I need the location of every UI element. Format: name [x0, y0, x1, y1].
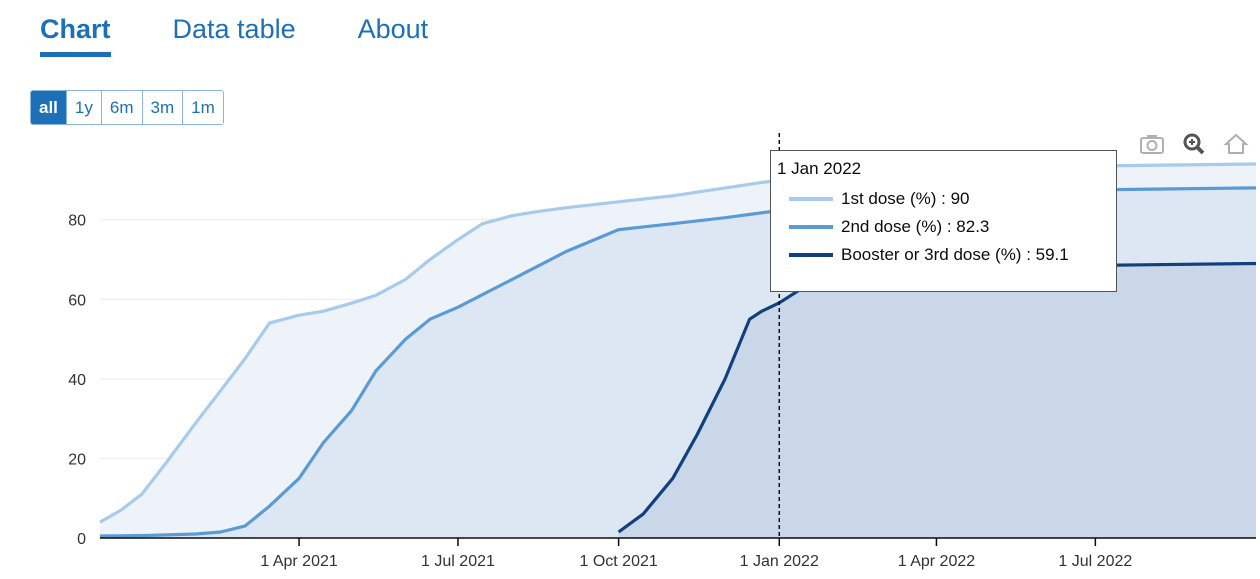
area-booster-or-3rd-dose [618, 263, 1256, 538]
chart-modebar [1138, 133, 1250, 155]
zoom-icon[interactable] [1180, 133, 1208, 155]
y-tick-label: 60 [68, 292, 86, 309]
range-all-button[interactable]: all [31, 91, 67, 124]
tab-chart[interactable]: Chart [40, 14, 111, 57]
tab-bar: Chart Data table About [40, 14, 428, 57]
camera-icon[interactable] [1138, 133, 1166, 155]
legend-swatch-booster [789, 253, 833, 257]
tab-data-table[interactable]: Data table [172, 14, 296, 44]
legend-swatch-first-dose [789, 197, 833, 201]
range-6m-button[interactable]: 6m [101, 91, 143, 124]
y-axis: 0 20 40 60 80 [68, 213, 86, 548]
y-tick-label: 40 [68, 372, 86, 389]
y-tick-label: 0 [77, 531, 86, 548]
x-tick-label: 1 Jul 2021 [421, 553, 495, 570]
range-3m-button[interactable]: 3m [142, 91, 184, 124]
line-2nd-dose[interactable] [99, 186, 1257, 538]
tooltip-label-first-dose: 1st dose (%) : 90 [841, 189, 970, 208]
x-tick-label: 1 Oct 2021 [579, 553, 657, 570]
x-tick-label: 1 Jul 2022 [1058, 553, 1132, 570]
tooltip-row-second-dose: 2nd dose (%) : 82.3 [777, 213, 1110, 241]
legend-swatch-second-dose [789, 225, 833, 229]
tooltip-label-second-dose: 2nd dose (%) : 82.3 [841, 217, 990, 236]
x-tick-label: 1 Apr 2021 [260, 553, 338, 570]
tooltip-row-booster: Booster or 3rd dose (%) : 59.1 [777, 241, 1110, 269]
x-axis: 1 Apr 2021 1 Jul 2021 1 Oct 2021 1 Jan 2022… [100, 537, 1256, 570]
y-tick-label: 80 [68, 213, 86, 230]
x-tick-label: 1 Apr 2022 [898, 553, 976, 570]
line-1st-dose[interactable] [99, 162, 1257, 524]
tooltip-date: 1 Jan 2022 [777, 159, 862, 178]
hover-tooltip: 1 Jan 2022 1st dose (%) : 90 2nd dose (%… [770, 150, 1117, 292]
x-tick-label: 1 Jan 2022 [740, 553, 819, 570]
tab-about[interactable]: About [357, 14, 429, 44]
time-range-selector: all 1y 6m 3m 1m [30, 90, 224, 125]
tooltip-label-booster: Booster or 3rd dose (%) : 59.1 [841, 245, 1069, 264]
range-1m-button[interactable]: 1m [183, 91, 223, 124]
home-icon[interactable] [1222, 133, 1250, 155]
tooltip-row-first-dose: 1st dose (%) : 90 [777, 185, 1110, 213]
range-1y-button[interactable]: 1y [66, 91, 102, 124]
y-tick-label: 20 [68, 451, 86, 468]
